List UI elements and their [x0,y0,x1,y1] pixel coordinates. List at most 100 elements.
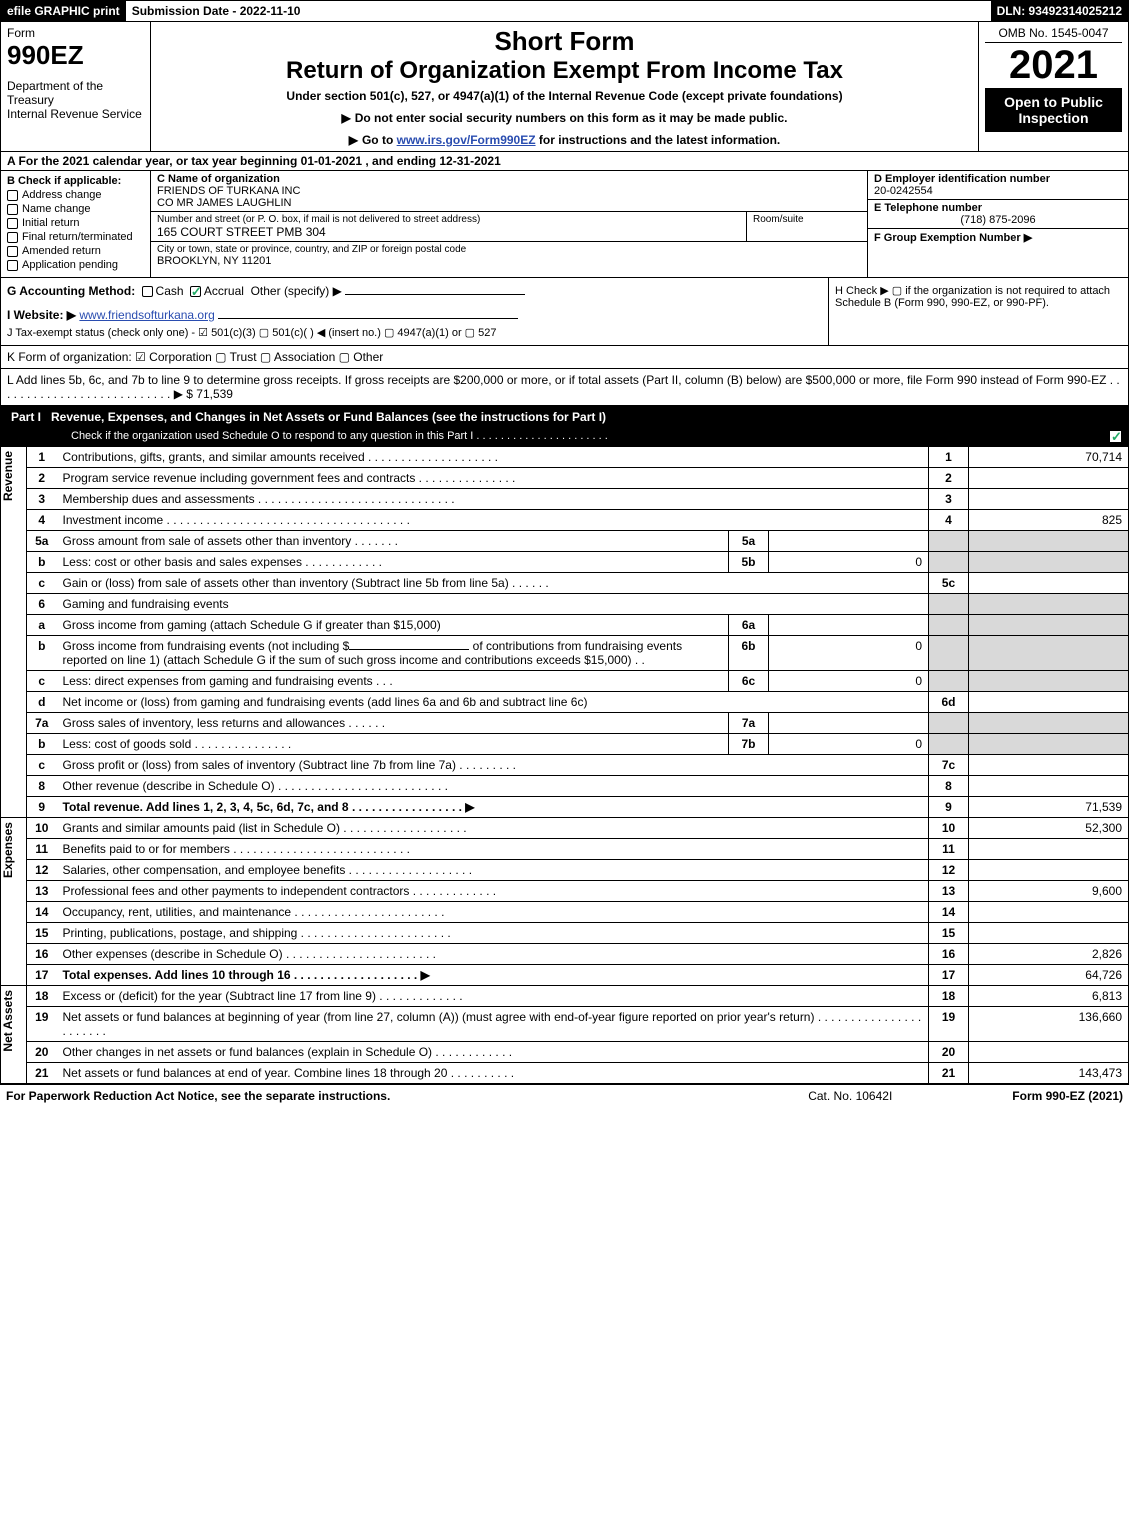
row-9-val: 71,539 [969,797,1129,818]
form-label: Form [7,26,144,40]
row-7a-desc: Gross sales of inventory, less returns a… [57,713,729,734]
header-left: Form 990EZ Department of the Treasury In… [1,22,151,151]
row-15-val [969,923,1129,944]
row-5c-desc: Gain or (loss) from sale of assets other… [57,573,929,594]
c-addr-row: Number and street (or P. O. box, if mail… [151,212,867,242]
row-6a-val [769,615,929,636]
row-10-val: 52,300 [969,818,1129,839]
dept: Department of the Treasury Internal Reve… [7,79,144,121]
row-3-desc: Membership dues and assessments . . . . … [57,489,929,510]
l-text: L Add lines 5b, 6c, and 7b to line 9 to … [7,373,1120,401]
l-row: L Add lines 5b, 6c, and 7b to line 9 to … [0,369,1129,406]
room-lbl: Room/suite [753,214,861,225]
part1-sub-text: Check if the organization used Schedule … [71,430,608,443]
row-7c-desc: Gross profit or (loss) from sales of inv… [57,755,929,776]
row-16: 16Other expenses (describe in Schedule O… [27,944,1129,965]
title-return: Return of Organization Exempt From Incom… [159,57,970,85]
schedule-o-checkbox[interactable] [1109,430,1122,443]
f-lbl: F Group Exemption Number ▶ [874,231,1122,244]
chk-name-change[interactable]: Name change [7,203,144,215]
header-right: OMB No. 1545-0047 2021 Open to Public In… [978,22,1128,151]
row-7b: bLess: cost of goods sold . . . . . . . … [27,734,1129,755]
row-16-val: 2,826 [969,944,1129,965]
row-13-desc: Professional fees and other payments to … [57,881,929,902]
addr-lbl: Number and street (or P. O. box, if mail… [157,214,740,225]
row-14-desc: Occupancy, rent, utilities, and maintena… [57,902,929,923]
row-4-val: 825 [969,510,1129,531]
row-16-desc: Other expenses (describe in Schedule O) … [57,944,929,965]
chk-address-change[interactable]: Address change [7,189,144,201]
revenue-table: 1Contributions, gifts, grants, and simil… [26,447,1129,818]
row-8-val [969,776,1129,797]
chk-cash[interactable] [142,286,153,297]
top-bar: efile GRAPHIC print Submission Date - 20… [0,0,1129,22]
row-17: 17Total expenses. Add lines 10 through 1… [27,965,1129,986]
row-5b-desc: Less: cost or other basis and sales expe… [57,552,729,573]
row-5b-val: 0 [769,552,929,573]
goto-post: for instructions and the latest informat… [539,133,780,147]
col-c: C Name of organization FRIENDS OF TURKAN… [151,171,868,277]
row-18-desc: Excess or (deficit) for the year (Subtra… [57,986,929,1007]
revenue-section: Revenue 1Contributions, gifts, grants, a… [0,447,1129,818]
header-mid: Short Form Return of Organization Exempt… [151,22,978,151]
row-7c: cGross profit or (loss) from sales of in… [27,755,1129,776]
chk-initial-return[interactable]: Initial return [7,217,144,229]
other-specify: Other (specify) ▶ [251,284,342,298]
city-lbl: City or town, state or province, country… [157,244,861,255]
netassets-table: 18Excess or (deficit) for the year (Subt… [26,986,1129,1084]
open-inspection: Open to Public Inspection [985,88,1122,132]
row-6d: dNet income or (loss) from gaming and fu… [27,692,1129,713]
e-lbl: E Telephone number [874,202,1122,214]
row-14-val [969,902,1129,923]
row-12-desc: Salaries, other compensation, and employ… [57,860,929,881]
row-12: 12Salaries, other compensation, and empl… [27,860,1129,881]
g-label: G Accounting Method: [7,284,135,298]
chk-address-change-label: Address change [22,189,102,201]
revenue-vlabel: Revenue [0,447,26,818]
row-20-desc: Other changes in net assets or fund bala… [57,1042,929,1063]
c-name-row: C Name of organization FRIENDS OF TURKAN… [151,171,867,212]
row-1-val: 70,714 [969,447,1129,468]
row-3-val [969,489,1129,510]
row-9-desc: Total revenue. Add lines 1, 2, 3, 4, 5c,… [57,797,929,818]
part1-sub: Check if the organization used Schedule … [0,428,1129,447]
form-header: Form 990EZ Department of the Treasury In… [0,22,1129,152]
row-7a-val [769,713,929,734]
form-number: 990EZ [7,40,144,71]
chk-accrual[interactable] [190,286,201,297]
section-text: Under section 501(c), 527, or 4947(a)(1)… [159,89,970,103]
b-label: B Check if applicable: [7,175,144,187]
irs-link[interactable]: www.irs.gov/Form990EZ [397,133,536,147]
footer-left: For Paperwork Reduction Act Notice, see … [6,1089,808,1103]
f-group: F Group Exemption Number ▶ [868,229,1128,246]
website-link[interactable]: www.friendsofturkana.org [79,308,214,322]
row-6b-desc: Gross income from fundraising events (no… [57,636,729,671]
row-6d-desc: Net income or (loss) from gaming and fun… [57,692,929,713]
chk-amended-return-label: Amended return [22,245,101,257]
chk-amended-return[interactable]: Amended return [7,245,144,257]
street-addr: 165 COURT STREET PMB 304 [157,225,740,239]
row-6c: cLess: direct expenses from gaming and f… [27,671,1129,692]
footer-right: Form 990-EZ (2021) [1012,1089,1123,1103]
row-6a-desc: Gross income from gaming (attach Schedul… [57,615,729,636]
row-11-val [969,839,1129,860]
website-line [218,318,518,319]
row-6: 6Gaming and fundraising events [27,594,1129,615]
footer-mid: Cat. No. 10642I [808,1089,892,1103]
row-21: 21Net assets or fund balances at end of … [27,1063,1129,1084]
chk-final-return[interactable]: Final return/terminated [7,231,144,243]
efile-print: efile GRAPHIC print [1,1,126,21]
part1-title: Revenue, Expenses, and Changes in Net As… [51,406,1128,428]
row-6b: bGross income from fundraising events (n… [27,636,1129,671]
chk-application-pending-label: Application pending [22,259,118,271]
row-7b-desc: Less: cost of goods sold . . . . . . . .… [57,734,729,755]
row-20: 20Other changes in net assets or fund ba… [27,1042,1129,1063]
row-7b-val: 0 [769,734,929,755]
chk-final-return-label: Final return/terminated [22,231,133,243]
row-17-desc: Total expenses. Add lines 10 through 16 … [57,965,929,986]
row-6b-val: 0 [769,636,929,671]
chk-application-pending[interactable]: Application pending [7,259,144,271]
row-9: 9Total revenue. Add lines 1, 2, 3, 4, 5c… [27,797,1129,818]
box-gh: G Accounting Method: Cash Accrual Other … [0,278,1129,346]
row-18-val: 6,813 [969,986,1129,1007]
